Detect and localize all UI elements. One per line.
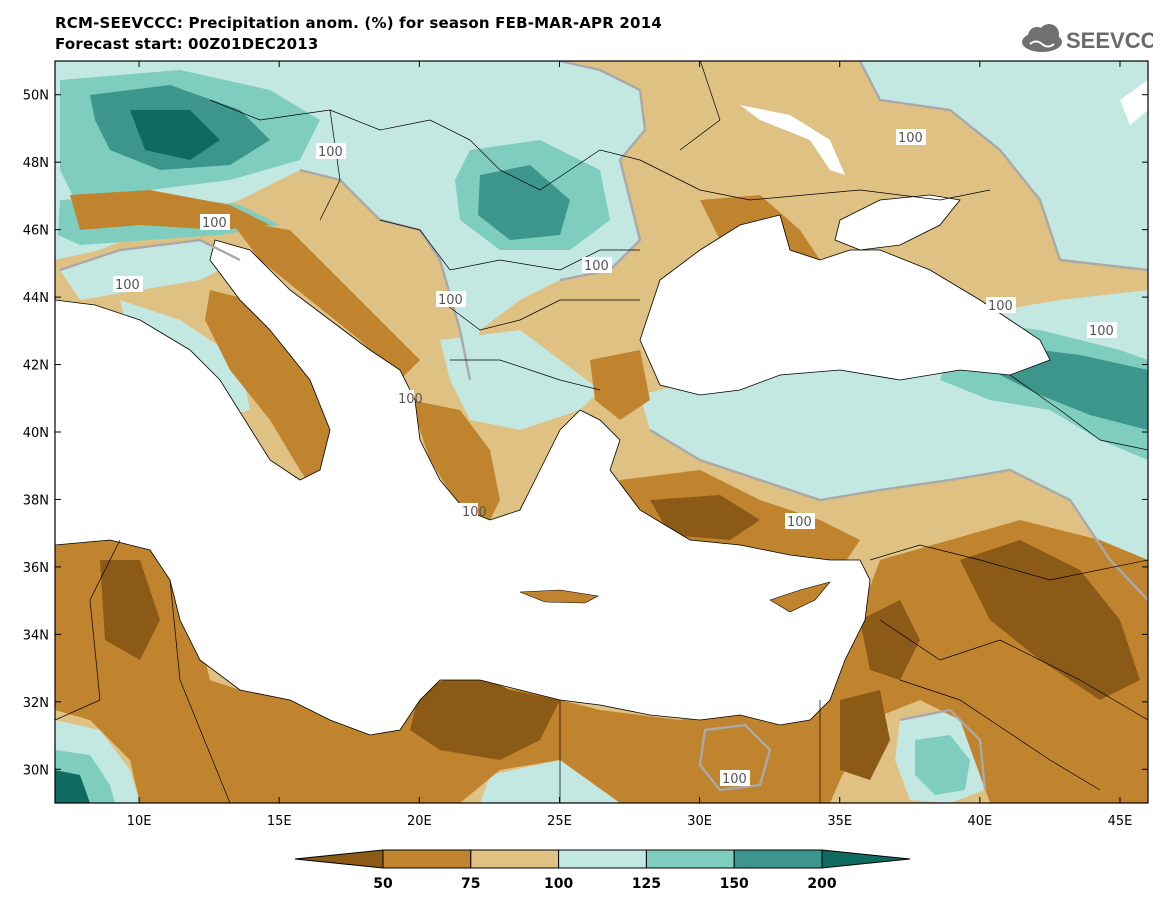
lat-tick-label: 34N	[23, 628, 49, 643]
colorbar-segment	[821, 849, 911, 869]
colorbar-segment	[294, 849, 384, 869]
dry-50-75-italy	[205, 290, 345, 500]
contour-label: 100	[202, 216, 227, 231]
seevccc-logo: SEEVCCC	[1022, 24, 1153, 53]
lon-tick-label: 30E	[687, 814, 712, 829]
wet-gt200-germany	[130, 110, 220, 160]
colorbar-label: 100	[544, 876, 573, 892]
lake-feature	[740, 105, 845, 175]
country-borders	[55, 61, 1148, 803]
wet-150-200-romania	[478, 165, 570, 240]
dry-lt50-syria	[960, 540, 1140, 700]
dry-lt50-sinai	[840, 690, 890, 780]
lon-tick-label: 35E	[827, 814, 852, 829]
dry-lt50-libya	[410, 670, 560, 760]
lon-tick-label: 45E	[1108, 814, 1133, 829]
map-field	[55, 61, 1148, 803]
colorbar-segment	[733, 849, 823, 869]
lat-tick-label: 36N	[23, 561, 49, 576]
lat-tick-label: 46N	[23, 224, 49, 239]
cyprus-island	[769, 581, 831, 613]
contour-label: 100	[787, 515, 812, 530]
colorbar-label: 125	[632, 876, 661, 892]
contour-label: 100	[584, 259, 609, 274]
logo-text: SEEVCCC	[1066, 28, 1153, 53]
wet-zone-balkans	[440, 330, 600, 430]
contour-label: 100	[1089, 324, 1114, 339]
forecast-start-subtitle: Forecast start: 00Z01DEC2013	[55, 35, 319, 53]
dry-lt50-tunisia	[100, 560, 160, 660]
dry-lt50-anatolia	[650, 495, 760, 540]
mediterranean-sea	[55, 239, 871, 736]
lat-tick-label: 50N	[23, 89, 49, 104]
dry-50-75-north-africa	[55, 520, 1148, 803]
colorbar-segment	[558, 849, 647, 869]
lat-tick-label: 44N	[23, 291, 49, 306]
lake-feature-east	[1120, 80, 1148, 125]
colorbar-label: 75	[461, 876, 480, 892]
colorbar-segment	[382, 849, 472, 869]
contour-label: 100	[462, 505, 487, 520]
colorbar-label: 150	[720, 876, 749, 892]
colorbar: 50 75 100 125 150 200	[294, 849, 911, 892]
dry-50-75-adriatic	[230, 220, 420, 380]
lat-tick-label: 30N	[23, 763, 49, 778]
colorbar-label: 50	[373, 876, 393, 892]
wet-zone-northeast	[860, 61, 1148, 270]
wet-150-200-caucasus	[1000, 345, 1148, 430]
black-sea	[639, 214, 1051, 396]
map-title: RCM-SEEVCCC: Precipitation anom. (%) for…	[55, 14, 662, 32]
colorbar-label: 200	[807, 876, 836, 892]
lon-tick-label: 15E	[267, 814, 292, 829]
wet-125-150-arabia	[915, 735, 970, 795]
dry-lt50-levant	[860, 600, 920, 680]
contour-label: 100	[318, 145, 343, 160]
lat-tick-label: 40N	[23, 426, 49, 441]
colorbar-segment	[470, 849, 560, 869]
lon-tick-label: 20E	[407, 814, 432, 829]
dry-50-75-bulgaria	[590, 350, 650, 420]
contour-label: 100	[898, 131, 923, 146]
lon-tick-label: 40E	[967, 814, 992, 829]
lat-tick-label: 42N	[23, 359, 49, 374]
lat-tick-label: 48N	[23, 156, 49, 171]
lon-tick-label: 25E	[547, 814, 572, 829]
contour-label: 100	[988, 299, 1013, 314]
crete-island	[519, 589, 599, 604]
latitude-axis: 30N 32N 34N 36N 38N 40N 42N 44N 46N 48N 50N	[23, 89, 1148, 778]
contour-label: 100	[115, 278, 140, 293]
lat-tick-label: 32N	[23, 696, 49, 711]
longitude-axis: 10E 15E 20E 25E 30E 35E 40E 45E	[127, 61, 1133, 829]
sea-of-azov	[834, 194, 961, 251]
contour-label: 100	[438, 293, 463, 308]
colorbar-segment	[645, 849, 735, 869]
contour-label: 100	[722, 772, 747, 787]
lon-tick-label: 10E	[127, 814, 152, 829]
contour-label: 100	[398, 392, 423, 407]
lat-tick-label: 38N	[23, 493, 49, 508]
wet-gt200-sw	[55, 770, 90, 803]
cloud-icon	[1022, 24, 1062, 52]
contour-label-group: 100 100 100 100 100 100 100 100 100 100 …	[113, 129, 1117, 787]
